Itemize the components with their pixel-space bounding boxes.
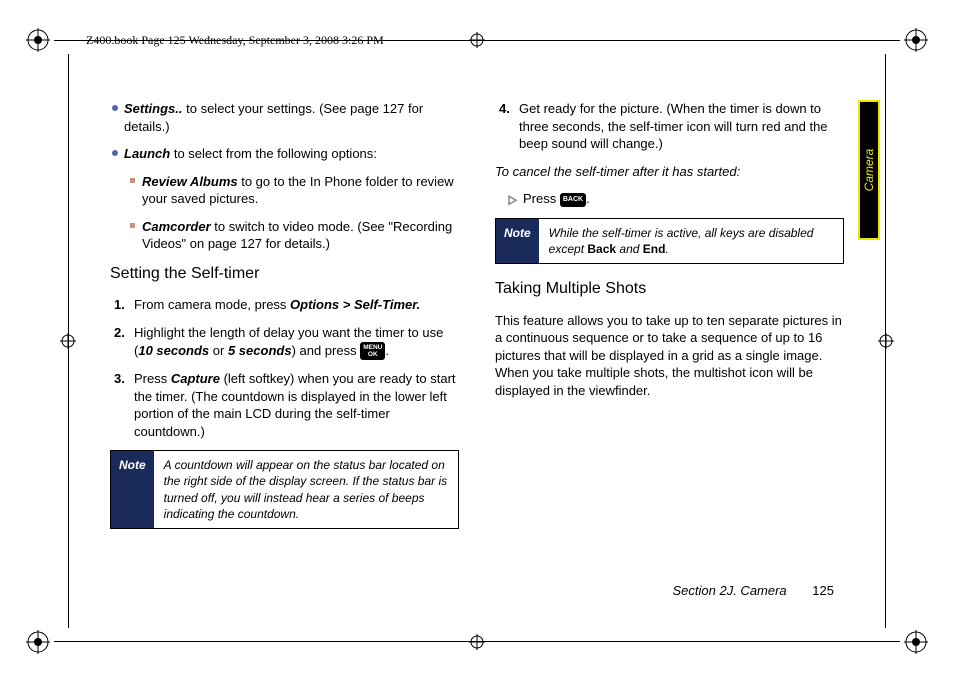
crop-mark-icon bbox=[904, 28, 928, 52]
list-item: Launch to select from the following opti… bbox=[110, 145, 459, 163]
list-item: Press Capture (left softkey) when you ar… bbox=[114, 370, 459, 440]
note-box: Note A countdown will appear on the stat… bbox=[110, 450, 459, 529]
arrow-icon bbox=[507, 193, 519, 208]
section-heading: Taking Multiple Shots bbox=[495, 278, 844, 300]
bullet-icon bbox=[110, 103, 120, 113]
cancel-instruction: To cancel the self-timer after it has st… bbox=[495, 163, 844, 181]
crop-mark-icon bbox=[26, 630, 50, 654]
right-column: Get ready for the picture. (When the tim… bbox=[495, 100, 844, 604]
left-column: Settings.. to select your settings. (See… bbox=[110, 100, 459, 604]
note-body: A countdown will appear on the status ba… bbox=[154, 451, 458, 528]
registration-icon bbox=[878, 333, 894, 349]
back-key-icon: BACK bbox=[560, 193, 586, 207]
section-heading: Setting the Self-timer bbox=[110, 263, 459, 285]
note-box: Note While the self-timer is active, all… bbox=[495, 218, 844, 264]
list-item: Get ready for the picture. (When the tim… bbox=[499, 100, 844, 153]
body-text: This feature allows you to take up to te… bbox=[495, 312, 844, 400]
note-body: While the self-timer is active, all keys… bbox=[539, 219, 843, 263]
bullet-icon bbox=[128, 221, 138, 231]
page-footer: Section 2J. Camera 125 bbox=[673, 583, 835, 598]
page-content: Settings.. to select your settings. (See… bbox=[110, 100, 844, 604]
list-item: From camera mode, press Options > Self-T… bbox=[114, 296, 459, 314]
list-item: Press BACK. bbox=[507, 190, 844, 208]
menu-ok-key-icon: MENUOK bbox=[360, 342, 385, 360]
note-label: Note bbox=[111, 451, 154, 528]
bullet-icon bbox=[128, 176, 138, 186]
list-item: Review Albums to go to the In Phone fold… bbox=[128, 173, 459, 208]
list-item: Settings.. to select your settings. (See… bbox=[110, 100, 459, 135]
print-header: Z400.book Page 125 Wednesday, September … bbox=[86, 33, 384, 48]
crop-mark-icon bbox=[26, 28, 50, 52]
step-list: Get ready for the picture. (When the tim… bbox=[495, 100, 844, 153]
list-item: Highlight the length of delay you want t… bbox=[114, 324, 459, 360]
registration-icon bbox=[469, 32, 485, 48]
footer-section: Section 2J. Camera bbox=[673, 583, 787, 598]
section-tab: Camera bbox=[858, 100, 880, 240]
crop-mark-icon bbox=[904, 630, 928, 654]
registration-icon bbox=[60, 333, 76, 349]
note-label: Note bbox=[496, 219, 539, 263]
registration-icon bbox=[469, 634, 485, 650]
bullet-icon bbox=[110, 148, 120, 158]
page-number: 125 bbox=[812, 583, 834, 598]
list-item: Camcorder to switch to video mode. (See … bbox=[128, 218, 459, 253]
step-list: From camera mode, press Options > Self-T… bbox=[110, 296, 459, 440]
section-tab-label: Camera bbox=[862, 149, 876, 192]
